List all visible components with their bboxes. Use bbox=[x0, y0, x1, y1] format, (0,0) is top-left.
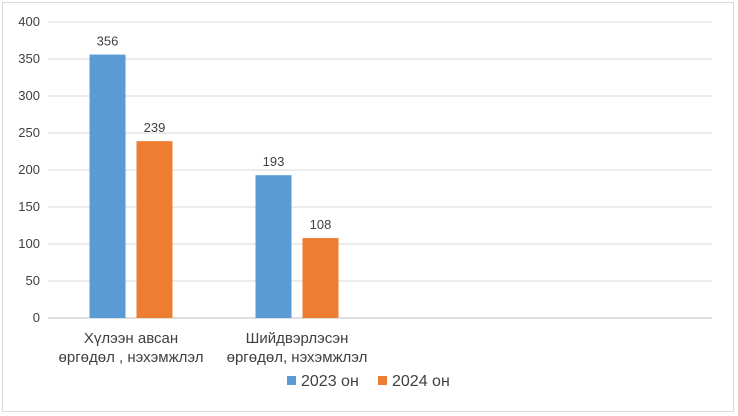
bars bbox=[89, 54, 339, 319]
y-tick-label: 100 bbox=[18, 236, 40, 251]
legend-swatch bbox=[378, 376, 387, 385]
bar bbox=[136, 141, 173, 318]
y-tick-label: 0 bbox=[33, 310, 40, 325]
legend: 2023 он 2024 он bbox=[287, 373, 450, 390]
y-tick-label: 250 bbox=[18, 125, 40, 140]
data-label: 193 bbox=[263, 154, 285, 169]
data-label: 239 bbox=[144, 120, 166, 135]
category-labels: Хүлээн авсан өргөдөл , нэхэмжлэл Шийдвэрлэ… bbox=[59, 330, 368, 366]
legend-label: 2023 он bbox=[301, 373, 359, 390]
category-label: Шийдвэрлэсэн bbox=[246, 330, 349, 347]
y-tick-label: 350 bbox=[18, 51, 40, 66]
y-tick-label: 300 bbox=[18, 88, 40, 103]
data-labels: 356 239 193 108 bbox=[97, 34, 332, 233]
y-tick-label: 50 bbox=[26, 273, 40, 288]
category-label: өргөдөл , нэхэмжлэл bbox=[59, 349, 204, 366]
legend-swatch bbox=[287, 376, 296, 385]
data-label: 108 bbox=[310, 217, 332, 232]
bar bbox=[255, 175, 292, 318]
y-tick-label: 150 bbox=[18, 199, 40, 214]
category-label: Хүлээн авсан bbox=[84, 330, 178, 347]
data-label: 356 bbox=[97, 34, 119, 49]
legend-label: 2024 он bbox=[392, 373, 450, 390]
y-tick-label: 200 bbox=[18, 162, 40, 177]
bar bbox=[89, 54, 126, 319]
category-label: өргөдөл, нэхэмжлэл bbox=[227, 349, 368, 366]
bar bbox=[302, 238, 339, 318]
y-tick-label: 400 bbox=[18, 14, 40, 29]
y-axis-ticks: 0 50 100 150 200 250 300 350 400 bbox=[18, 14, 40, 325]
